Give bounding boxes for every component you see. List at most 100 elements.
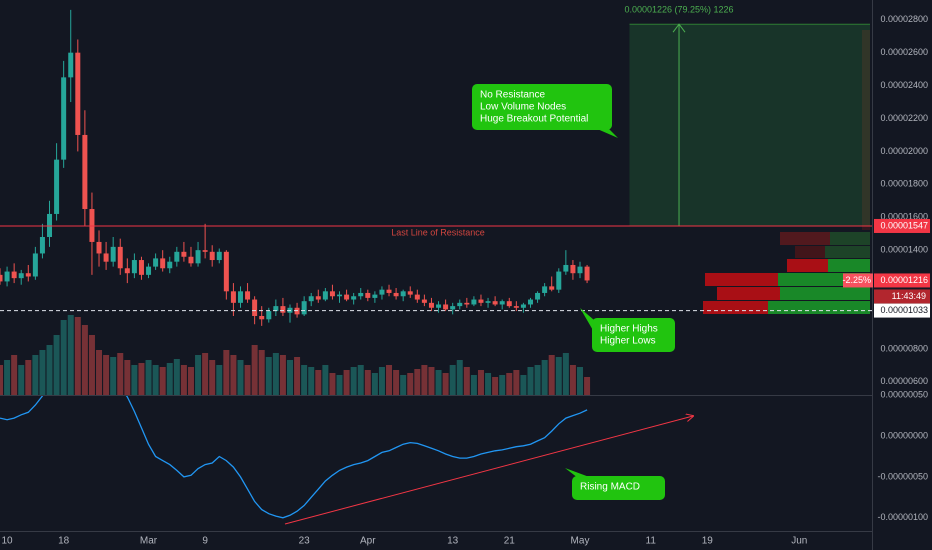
volume-bar xyxy=(350,367,357,395)
volume-bar xyxy=(555,357,562,395)
volume-bar xyxy=(187,367,194,395)
candle-body xyxy=(520,304,526,308)
candle-body xyxy=(39,237,45,254)
volume-bar xyxy=(428,367,435,395)
candle-body xyxy=(421,299,427,303)
volume-bar xyxy=(400,375,407,395)
volume-bar xyxy=(499,375,506,395)
candle-body xyxy=(266,311,272,320)
macd-line xyxy=(0,396,588,519)
candle-body xyxy=(245,291,251,300)
volume-bar xyxy=(195,355,202,395)
candle-body xyxy=(167,261,173,269)
volume-bar xyxy=(435,370,442,395)
candle-body xyxy=(556,271,562,290)
candle-body xyxy=(492,301,498,305)
candle-body xyxy=(25,273,31,277)
candle-body xyxy=(131,260,137,274)
candle-body xyxy=(400,291,406,297)
candle-body xyxy=(117,246,123,269)
volume-bar xyxy=(258,350,265,395)
x-tick-label: Mar xyxy=(140,536,158,547)
volume-bar xyxy=(322,365,329,395)
price-pane xyxy=(0,9,870,395)
y-tick-label: 0.00001800 xyxy=(880,179,928,189)
candle-body xyxy=(273,306,279,312)
volume-bar xyxy=(202,353,209,395)
callout-text: Higher Highs xyxy=(600,324,658,335)
reference-label: 0.00001033 xyxy=(880,305,928,315)
callout-text: No Resistance xyxy=(480,90,545,101)
candle-body xyxy=(153,258,159,267)
volume-bar xyxy=(315,370,322,395)
candle-body xyxy=(195,250,201,264)
y-tick-label: 0.00002000 xyxy=(880,146,928,156)
candle-body xyxy=(202,250,208,252)
volume-bar xyxy=(117,353,124,395)
candle-body xyxy=(223,251,229,292)
y-tick-label: 0.00002600 xyxy=(880,47,928,57)
volume-bar xyxy=(393,370,400,395)
volume-bar xyxy=(103,355,110,395)
volume-bar xyxy=(562,353,569,395)
candle-body xyxy=(527,299,533,305)
volume-bar xyxy=(456,360,463,395)
candle-body xyxy=(11,271,17,279)
volume-bar xyxy=(88,335,95,395)
volume-bar xyxy=(584,377,591,395)
macd-tick-label: -0.00000050 xyxy=(877,471,928,481)
candle-body xyxy=(18,273,24,279)
candle-body xyxy=(351,296,357,300)
candle-body xyxy=(32,253,38,277)
candle-body xyxy=(160,258,166,269)
y-tick-label: 0.00000600 xyxy=(880,376,928,386)
candle-body xyxy=(577,266,583,274)
volume-bar xyxy=(216,365,223,395)
volume-bar xyxy=(138,363,145,395)
callout-pointer xyxy=(580,308,594,332)
volume-bar xyxy=(541,360,548,395)
candle-body xyxy=(485,301,491,303)
resistance-label: 0.00001547 xyxy=(880,220,928,230)
volume-bar xyxy=(470,375,477,395)
volume-bar xyxy=(110,357,117,395)
last-price-label: 0.00001216 xyxy=(880,275,928,285)
volume-bar xyxy=(0,365,3,395)
volume-bar xyxy=(74,317,81,395)
volume-bar xyxy=(364,370,371,395)
change-box xyxy=(843,273,873,288)
volume-bar xyxy=(534,365,541,395)
volume-bar xyxy=(159,367,166,395)
volume-bar xyxy=(67,315,74,395)
callout-text: Huge Breakout Potential xyxy=(480,114,588,125)
candle-body xyxy=(570,264,576,274)
volume-bar xyxy=(152,365,159,395)
x-tick-label: 11 xyxy=(646,536,657,547)
volume-bar xyxy=(173,359,180,395)
x-tick-label: May xyxy=(571,536,590,547)
resistance-title: Last Line of Resistance xyxy=(391,227,485,237)
candle-body xyxy=(428,302,434,308)
volume-bar xyxy=(39,350,46,395)
candle-body xyxy=(443,304,449,310)
candle-body xyxy=(209,251,215,261)
volume-bar xyxy=(287,360,293,395)
candle-body xyxy=(315,296,321,300)
last-price-label-box xyxy=(874,273,930,288)
y-tick-label: 0.00002800 xyxy=(880,14,928,24)
volume-bar xyxy=(230,355,237,395)
candle-body xyxy=(216,251,222,261)
candle-body xyxy=(535,292,541,300)
volume-bar xyxy=(244,365,251,395)
volume-profile xyxy=(703,30,870,314)
candle-body xyxy=(0,274,3,282)
volume-bar xyxy=(237,360,244,395)
y-tick-label: 0.00000800 xyxy=(880,343,928,353)
x-tick-label: 9 xyxy=(202,536,208,547)
candle-body xyxy=(407,291,413,295)
x-tick-label: 13 xyxy=(447,536,459,547)
volume-bar xyxy=(520,375,527,395)
candle-body xyxy=(542,286,548,293)
